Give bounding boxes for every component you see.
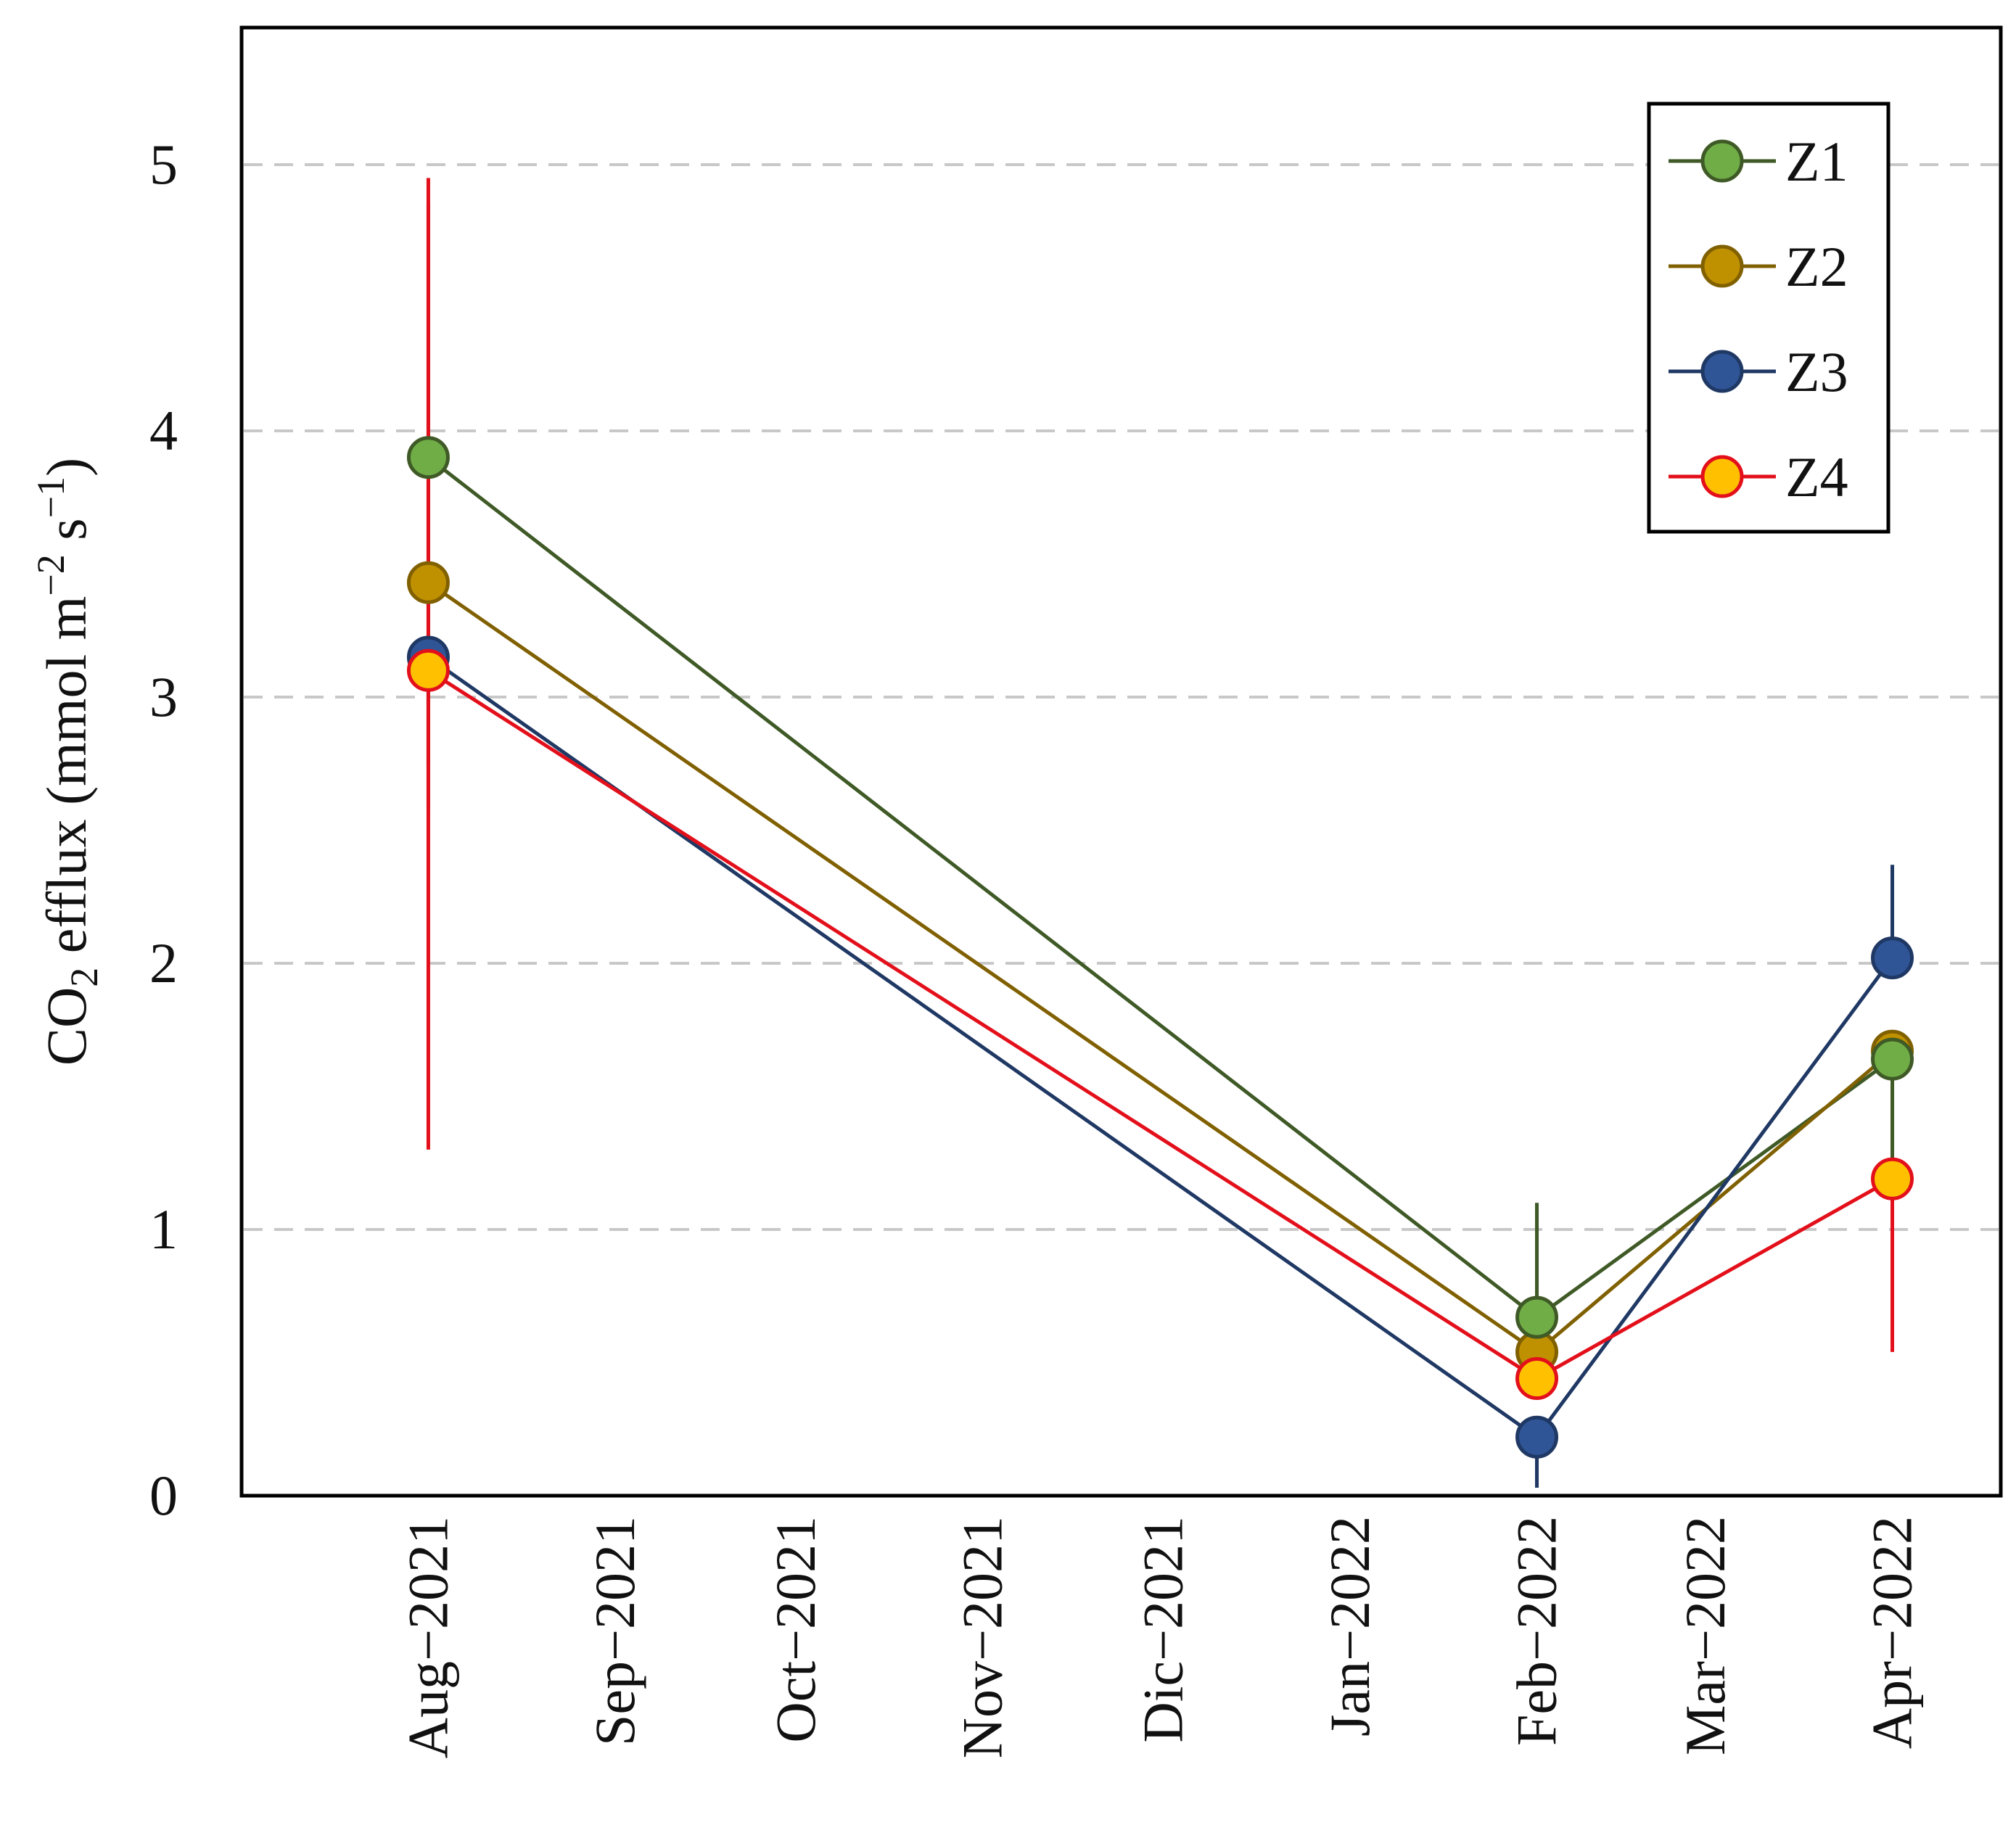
y-tick-label: 3: [149, 665, 178, 728]
y-axis-title-superscript-1: −2: [29, 554, 73, 596]
y-axis-title-middle-2: s: [35, 518, 98, 554]
data-point-z1: [1871, 1037, 1914, 1081]
y-axis-title-superscript-2: −1: [29, 477, 73, 518]
legend-marker-z2: [1700, 244, 1744, 288]
x-tick-label: Aug−2021: [396, 1516, 459, 1758]
y-axis-title-suffix: ): [35, 458, 98, 477]
legend-label-z3: Z3: [1785, 340, 1848, 403]
x-tick-label: Oct−2021: [764, 1516, 827, 1743]
y-tick-label: 2: [149, 931, 178, 994]
legend-label-z2: Z2: [1785, 235, 1848, 298]
data-point-z4: [1871, 1157, 1914, 1200]
legend-marker-z1: [1700, 139, 1744, 183]
data-point-z4: [1515, 1357, 1559, 1401]
y-axis-title: CO2 efflux (mmol m−2 s−1): [29, 458, 106, 1066]
y-axis-title-prefix: CO: [35, 987, 98, 1066]
gridlines: [244, 163, 1999, 1231]
y-tick-label: 1: [149, 1198, 178, 1261]
y-tick-label: 5: [149, 133, 178, 196]
legend: Z1 Z2 Z3 Z4: [1647, 102, 1890, 534]
x-tick-label: Mar−2022: [1674, 1516, 1737, 1755]
legend-label-z4: Z4: [1785, 445, 1848, 508]
legend-label-z1: Z1: [1785, 130, 1848, 193]
legend-marker-z3: [1700, 350, 1744, 393]
x-tick-label: Jan−2022: [1318, 1516, 1381, 1737]
legend-box: [1647, 102, 1890, 534]
x-tick-label: Sep−2021: [583, 1516, 646, 1746]
y-axis-ticks: 0 1 2 3 4 5: [149, 133, 178, 1527]
series: [406, 178, 1914, 1488]
data-point-z3: [1515, 1415, 1559, 1459]
y-tick-label: 4: [149, 399, 178, 462]
data-point-z4: [406, 648, 450, 692]
x-tick-label: Dic−2021: [1132, 1516, 1195, 1743]
x-axis-ticks: Aug−2021 Sep−2021 Oct−2021 Nov−2021 Dic−2021…: [396, 1516, 1923, 1758]
data-point-z1: [406, 436, 450, 479]
y-axis-title-middle: efflux (mmol m: [35, 596, 98, 968]
data-point-z1: [1515, 1295, 1559, 1339]
series-line-z3: [427, 655, 1894, 1440]
x-tick-label: Nov−2021: [950, 1516, 1013, 1758]
x-tick-label: Feb−2022: [1505, 1516, 1568, 1746]
y-axis-title-subscript: 2: [62, 968, 106, 987]
data-point-z3: [1871, 936, 1914, 980]
series-line-z1: [427, 456, 1893, 1320]
plot-frame: [239, 25, 2003, 1498]
y-tick-label: 0: [149, 1464, 178, 1527]
legend-marker-z4: [1700, 455, 1744, 498]
x-tick-label: Apr−2022: [1861, 1516, 1924, 1749]
data-point-z2: [406, 561, 450, 604]
